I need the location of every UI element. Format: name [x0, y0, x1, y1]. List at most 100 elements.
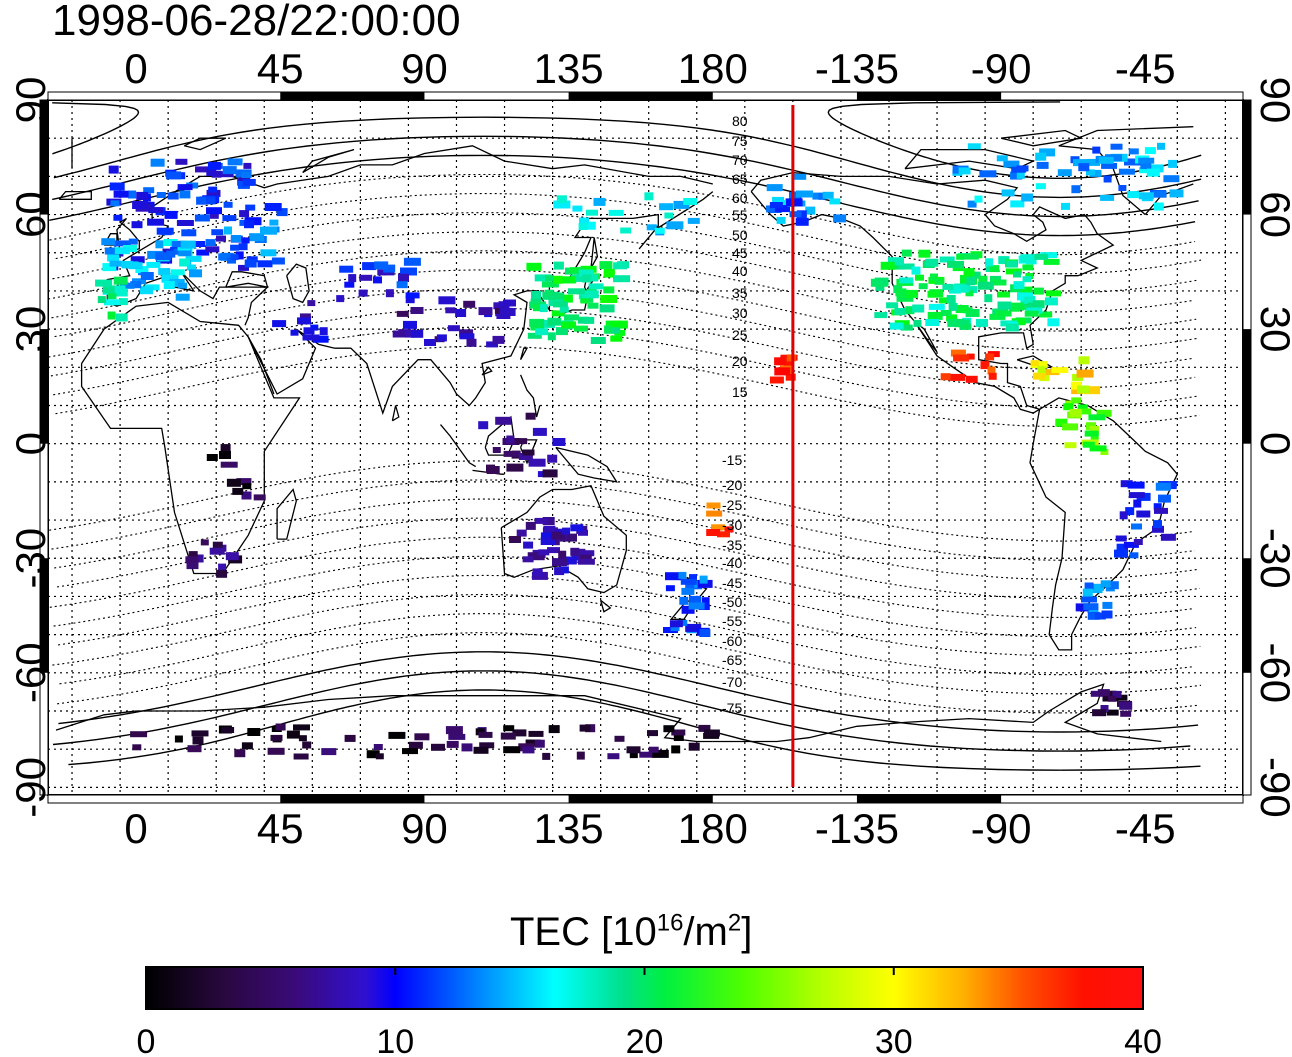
tec-pixel — [246, 256, 258, 263]
tec-pixel — [1153, 503, 1162, 511]
tec-pixels — [95, 142, 1184, 760]
contour-line — [1060, 299, 1194, 313]
tec-pixel — [1149, 164, 1164, 173]
tec-pixel — [545, 275, 554, 282]
tec-pixel — [1073, 159, 1089, 167]
tec-pixel — [875, 283, 885, 291]
top-axis-segment — [280, 92, 425, 100]
tec-pixel — [1017, 292, 1033, 301]
tec-pixel — [238, 264, 249, 271]
tec-pixel — [997, 291, 1010, 298]
tec-pixel — [398, 273, 409, 282]
colorbar-label-end: ] — [741, 910, 753, 954]
contour-line — [1060, 200, 1199, 218]
tec-pixel — [1011, 318, 1026, 326]
tec-pixel — [958, 167, 971, 175]
tec-pixel — [220, 252, 234, 261]
tec-pixel — [685, 582, 703, 590]
tec-pixel — [548, 725, 560, 734]
contour-line — [49, 536, 1061, 618]
tec-pixel — [666, 221, 684, 230]
tec-pixel — [170, 269, 185, 276]
tec-pixel — [225, 552, 239, 561]
contour-label: 25 — [732, 327, 748, 343]
tec-pixel — [984, 294, 993, 303]
contour-label: -45 — [722, 575, 742, 591]
colorbar-tick-label: 0 — [137, 1023, 156, 1057]
tec-pixel — [241, 237, 250, 244]
tec-pixel — [1089, 169, 1102, 177]
tec-pixel — [913, 319, 922, 327]
tec-pixel — [673, 200, 690, 209]
coastline — [1000, 129, 1084, 147]
tec-pixel — [1013, 281, 1025, 290]
tec-pixel — [578, 223, 588, 230]
lat-tick-label: -90 — [7, 757, 54, 818]
tec-pixel — [175, 158, 188, 165]
tec-pixel — [1115, 535, 1127, 542]
contour-line — [1060, 745, 1191, 752]
contour-line — [55, 345, 1061, 428]
tec-pixel — [593, 197, 606, 206]
tec-pixel — [132, 744, 142, 751]
tec-pixel — [120, 260, 133, 267]
tec-pixel — [1005, 268, 1022, 275]
tec-pixel — [206, 168, 217, 176]
tec-pixel — [966, 277, 976, 286]
tec-pixel — [147, 218, 165, 226]
tec-pixel — [559, 306, 569, 313]
tec-pixel — [965, 375, 978, 383]
tec-pixel — [247, 728, 261, 736]
tec-pixel — [553, 261, 564, 270]
tec-pixel — [805, 206, 816, 215]
tec-pixel — [163, 239, 178, 246]
tec-pixel — [582, 274, 592, 283]
contour-line — [48, 231, 1061, 313]
contour-line — [52, 102, 140, 155]
tec-pixel — [130, 731, 148, 738]
tec-pixel — [953, 354, 970, 362]
coastline — [302, 148, 355, 174]
tec-pixel — [156, 227, 174, 235]
tec-pixel — [974, 195, 983, 203]
tec-pixel — [980, 361, 990, 370]
tec-pixel — [174, 735, 183, 743]
tec-pixel — [216, 569, 228, 578]
contour-label: 55 — [732, 207, 748, 223]
tec-pixel — [523, 541, 534, 549]
tec-pixel — [898, 263, 915, 270]
tec-pixel — [711, 524, 726, 531]
tec-pixel — [1082, 588, 1093, 597]
tec-pixel — [587, 302, 599, 309]
tec-pixel — [556, 327, 568, 336]
tec-pixel — [1087, 611, 1100, 620]
tec-pixel — [195, 241, 206, 247]
tec-pixel — [101, 238, 116, 246]
tec-pixel — [414, 733, 430, 741]
tec-pixel — [948, 302, 958, 311]
lat-tick-label: -60 — [1252, 642, 1292, 703]
tec-pixel — [1005, 323, 1019, 332]
tec-pixel — [950, 373, 966, 381]
tec-pixel — [275, 723, 286, 731]
tec-pixel — [1024, 310, 1039, 317]
contour-label: 70 — [732, 152, 748, 168]
tec-pixel — [610, 320, 628, 329]
tec-pixel — [966, 353, 975, 360]
tec-pixel — [220, 461, 238, 468]
tec-pixel — [1077, 385, 1089, 394]
tec-pixel — [665, 585, 675, 592]
tec-pixel — [196, 249, 210, 256]
tec-pixel — [1114, 549, 1128, 558]
tec-pixel — [818, 192, 827, 200]
tec-pixel — [206, 454, 218, 461]
tec-pixel — [611, 327, 620, 334]
tec-pixel — [226, 478, 241, 487]
tec-pixel — [518, 453, 533, 460]
tec-pixel — [774, 357, 786, 366]
tec-pixel — [699, 629, 711, 637]
lon-tick-label: 90 — [401, 45, 448, 92]
tec-pixel — [205, 239, 216, 247]
tec-pixel — [302, 334, 320, 341]
tec-pixel — [131, 221, 143, 229]
